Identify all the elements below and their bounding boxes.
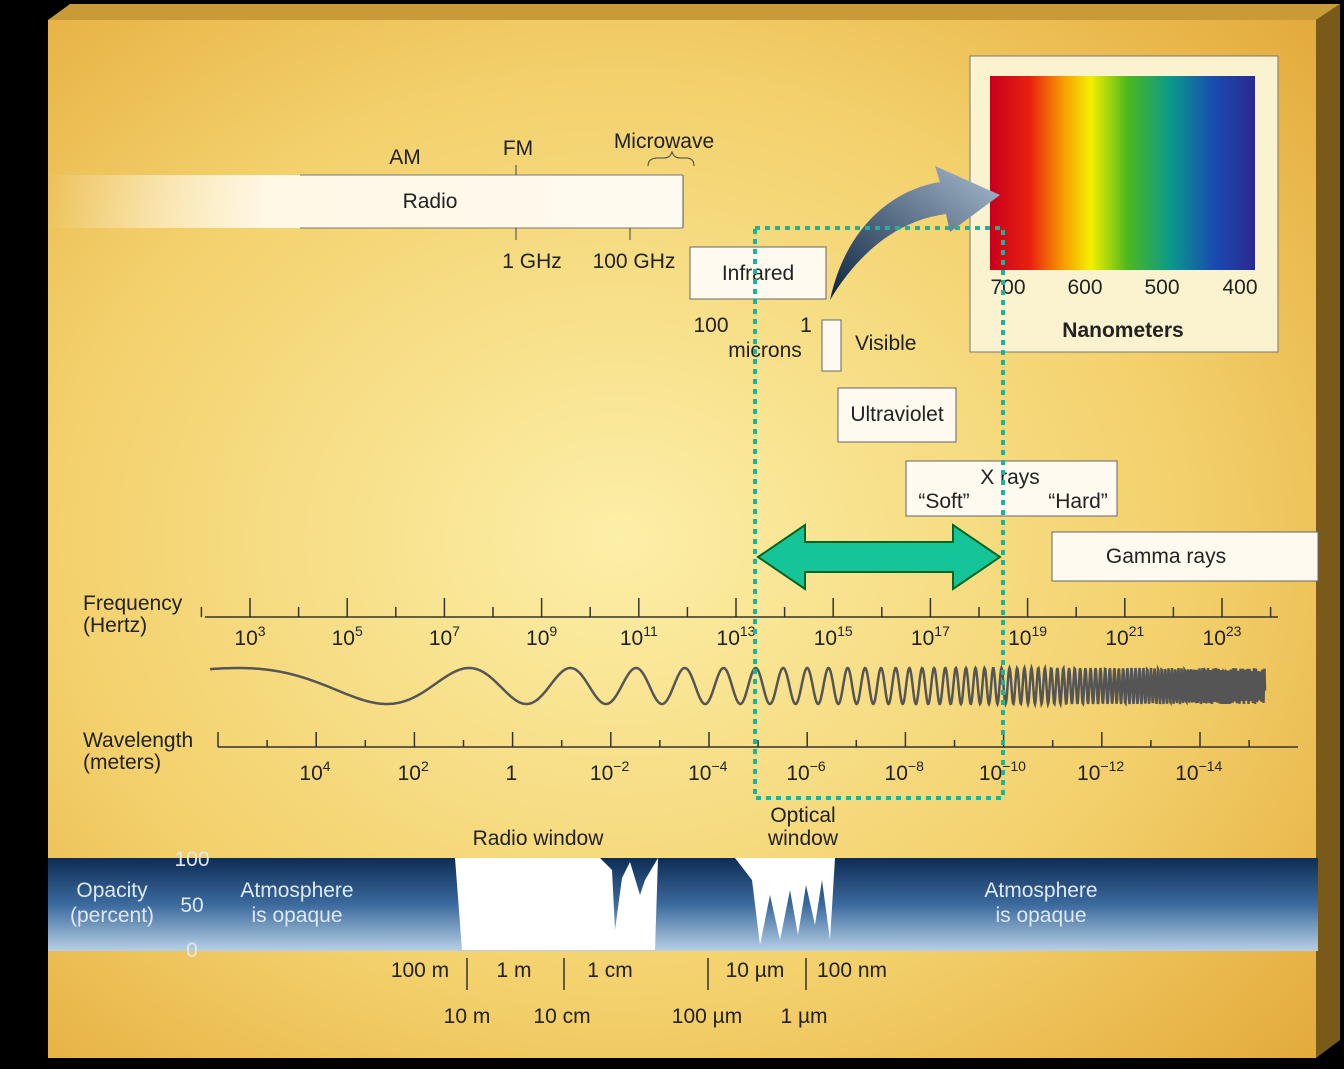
tick-base: 10 — [911, 627, 934, 650]
atmosphere-label: is opaque — [251, 904, 342, 927]
band-label: FM — [503, 137, 533, 160]
tick-exp: 11 — [643, 623, 658, 639]
window-label: window — [767, 827, 839, 850]
atmosphere-label: is opaque — [995, 904, 1086, 927]
tick-base: 10 — [332, 627, 355, 650]
window-label: Radio window — [473, 827, 605, 850]
band-label: 100 GHz — [593, 250, 676, 273]
tick-exp: 9 — [549, 623, 557, 639]
atmosphere-label: Atmosphere — [240, 879, 353, 902]
tick-exp: −10 — [1002, 758, 1026, 774]
tick-base: 1 — [506, 762, 518, 785]
tick-base: 10 — [885, 762, 908, 785]
tick-exp: 7 — [452, 623, 460, 639]
scale-label: 100 m — [391, 959, 449, 982]
spectrum — [990, 76, 1255, 270]
radio-band — [48, 175, 683, 228]
opacity-tick: 0 — [186, 939, 198, 962]
tick-base: 10 — [1008, 627, 1031, 650]
opacity-label: (percent) — [70, 904, 154, 927]
scale-label: 100 µm — [672, 1005, 742, 1028]
tick-base: 10 — [1105, 627, 1128, 650]
tick-base: 10 — [234, 627, 257, 650]
scale-label: 10 m — [444, 1005, 491, 1028]
tick-exp: 4 — [323, 758, 331, 774]
tick-exp: −6 — [810, 758, 826, 774]
inset-tick: 700 — [990, 276, 1025, 299]
tick-exp: 17 — [934, 623, 950, 639]
inset-tick: 500 — [1144, 276, 1179, 299]
band-label: Microwave — [614, 130, 714, 153]
band-label: “Soft” — [918, 490, 969, 513]
tick-exp: −8 — [908, 758, 924, 774]
tick-base: 10 — [1175, 762, 1198, 785]
band-label: AM — [389, 146, 421, 169]
tick-base: 10 — [526, 627, 549, 650]
window-label: Optical — [770, 804, 835, 827]
band-label: Visible — [855, 332, 916, 355]
diagram: AM FM Microwave Radio 1 GHz 100 GHz Infr… — [0, 0, 1344, 1069]
tick-base: 10 — [1077, 762, 1100, 785]
axis-title: Frequency — [83, 592, 183, 615]
band-label: Ultraviolet — [850, 403, 944, 426]
tick-exp: −4 — [711, 758, 727, 774]
tick-base: 10 — [717, 627, 740, 650]
opacity-tick: 50 — [180, 894, 203, 917]
inset-tick: 600 — [1067, 276, 1102, 299]
tick-exp: −12 — [1100, 758, 1124, 774]
board-top — [48, 4, 1340, 20]
tick-exp: 3 — [258, 623, 266, 639]
opacity-label: Opacity — [76, 879, 148, 902]
axis-title: Wavelength — [83, 729, 193, 752]
scale-label: 10 µm — [726, 959, 785, 982]
tick-exp: 5 — [355, 623, 363, 639]
tick-exp: 23 — [1226, 623, 1242, 639]
axis-title: (Hertz) — [83, 614, 147, 637]
tick-exp: 15 — [837, 623, 853, 639]
band-label: 1 — [800, 314, 812, 337]
tick-label: 1 — [506, 762, 518, 785]
band-label: Gamma rays — [1106, 545, 1226, 568]
tick-base: 10 — [429, 627, 452, 650]
atmosphere — [48, 858, 1318, 951]
band-label: Radio — [403, 190, 458, 213]
tick-base: 10 — [786, 762, 809, 785]
tick-base: 10 — [814, 627, 837, 650]
band-label: microns — [728, 339, 802, 362]
band-label: Infrared — [722, 262, 794, 285]
tick-exp: −2 — [613, 758, 629, 774]
scale-label: 1 cm — [587, 959, 633, 982]
tick-base: 10 — [620, 627, 643, 650]
inset-tick: 400 — [1222, 276, 1257, 299]
tick-exp: 21 — [1129, 623, 1145, 639]
scale-label: 1 m — [496, 959, 531, 982]
tick-base: 10 — [299, 762, 322, 785]
tick-base: 10 — [590, 762, 613, 785]
scale-label: 100 nm — [817, 959, 887, 982]
scale-label: 10 cm — [533, 1005, 590, 1028]
band-label: 1 GHz — [502, 250, 562, 273]
tick-base: 10 — [688, 762, 711, 785]
tick-base: 10 — [1203, 627, 1226, 650]
visible-band — [822, 320, 841, 371]
scale-label: 1 µm — [780, 1005, 827, 1028]
atmosphere-label: Atmosphere — [984, 879, 1097, 902]
page: AM FM Microwave Radio 1 GHz 100 GHz Infr… — [0, 0, 1344, 1069]
radio-window — [455, 858, 658, 950]
inset-label: Nanometers — [1062, 319, 1183, 342]
tick-base: 10 — [398, 762, 421, 785]
tick-base: 10 — [979, 762, 1002, 785]
band-label: X rays — [980, 466, 1040, 489]
band-label: 100 — [693, 314, 728, 337]
tick-exp: 2 — [421, 758, 429, 774]
opacity-tick: 100 — [174, 848, 209, 871]
tick-exp: 19 — [1031, 623, 1047, 639]
tick-exp: −14 — [1199, 758, 1223, 774]
axis-title: (meters) — [83, 751, 161, 774]
band-label: “Hard” — [1048, 490, 1108, 513]
board-edge — [1316, 4, 1340, 1058]
